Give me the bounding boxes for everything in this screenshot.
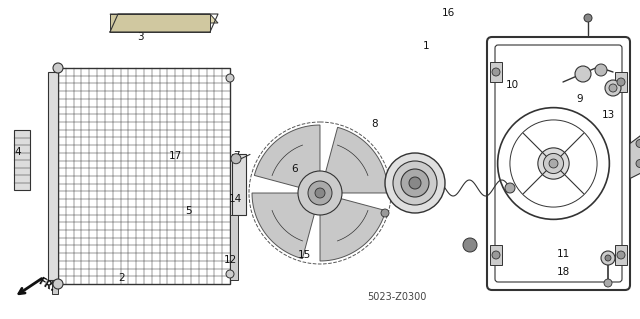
Text: 13: 13 (602, 110, 615, 120)
Circle shape (584, 14, 592, 22)
Circle shape (636, 139, 640, 147)
Circle shape (538, 148, 569, 179)
Text: 10: 10 (506, 79, 519, 90)
Bar (615, 72, 627, 92)
Text: 1: 1 (422, 41, 429, 51)
Text: 16: 16 (442, 8, 455, 18)
Circle shape (381, 209, 389, 217)
Text: 6: 6 (291, 164, 298, 174)
Circle shape (463, 238, 477, 252)
Bar (230, 215, 238, 280)
Polygon shape (320, 198, 386, 261)
Polygon shape (110, 14, 218, 23)
Circle shape (604, 279, 612, 287)
Circle shape (601, 251, 615, 265)
Bar (48, 72, 58, 280)
Circle shape (53, 279, 63, 289)
Text: 4: 4 (14, 146, 20, 157)
Text: 12: 12 (224, 255, 237, 265)
Circle shape (393, 161, 437, 205)
Text: 5: 5 (186, 205, 192, 216)
Circle shape (636, 160, 640, 167)
Text: 9: 9 (576, 94, 582, 104)
Text: 11: 11 (557, 249, 570, 259)
Bar (490, 245, 502, 265)
Circle shape (595, 64, 607, 76)
Polygon shape (254, 125, 320, 188)
Circle shape (226, 270, 234, 278)
Circle shape (605, 255, 611, 261)
Circle shape (226, 74, 234, 82)
Polygon shape (630, 129, 640, 179)
Circle shape (505, 183, 515, 193)
Text: FR.: FR. (36, 276, 56, 294)
Circle shape (543, 153, 564, 174)
Text: 15: 15 (298, 250, 311, 260)
Polygon shape (252, 193, 315, 259)
Circle shape (492, 251, 500, 259)
Circle shape (385, 153, 445, 213)
Circle shape (492, 68, 500, 76)
Circle shape (409, 177, 421, 189)
Text: 5023-Z0300: 5023-Z0300 (367, 292, 426, 302)
Text: 17: 17 (168, 151, 182, 161)
Text: 7: 7 (234, 151, 240, 161)
Text: 14: 14 (229, 194, 243, 204)
Circle shape (308, 181, 332, 205)
Bar (52, 280, 58, 294)
Bar (232, 154, 246, 215)
Circle shape (298, 171, 342, 215)
Bar (615, 245, 627, 265)
Text: 3: 3 (138, 32, 144, 42)
Text: 2: 2 (118, 272, 125, 283)
Circle shape (617, 251, 625, 259)
Text: 8: 8 (371, 119, 378, 130)
Circle shape (575, 66, 591, 82)
Circle shape (53, 63, 63, 73)
Circle shape (549, 159, 558, 168)
Bar (490, 62, 502, 82)
Circle shape (617, 78, 625, 86)
Circle shape (605, 80, 621, 96)
Circle shape (609, 84, 617, 92)
Bar (14, 130, 30, 190)
Circle shape (315, 188, 325, 198)
Polygon shape (110, 14, 210, 32)
Polygon shape (325, 127, 388, 193)
Circle shape (401, 169, 429, 197)
Text: 18: 18 (557, 267, 570, 277)
Circle shape (231, 154, 241, 164)
Bar (58, 68, 230, 284)
